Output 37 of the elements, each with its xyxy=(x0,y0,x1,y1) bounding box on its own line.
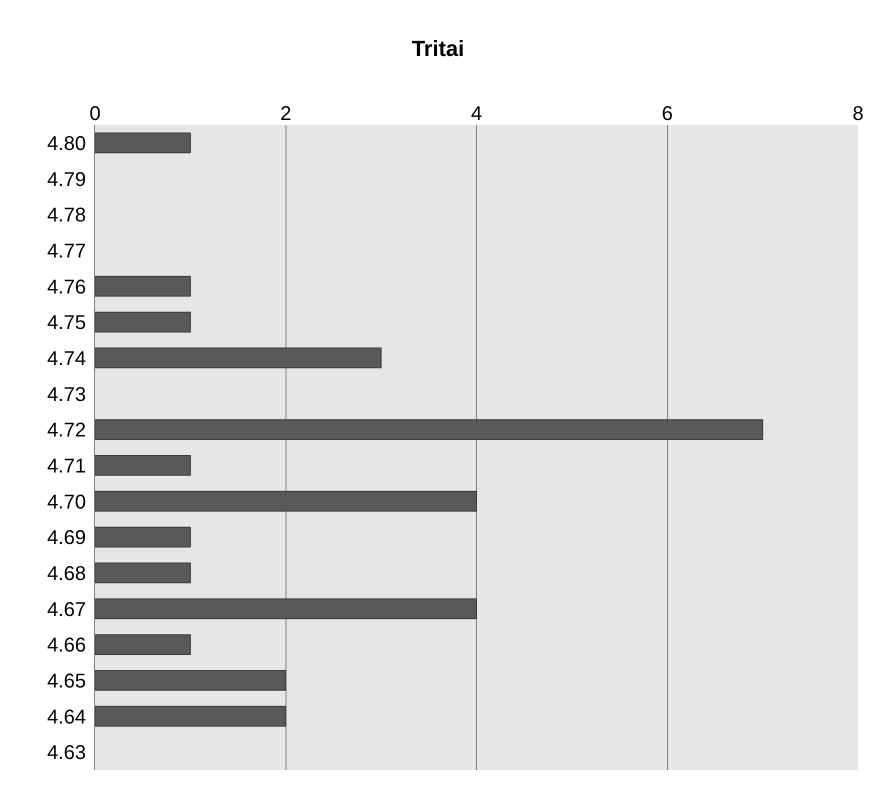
y-tick-label: 4.66 xyxy=(47,634,86,657)
y-tick-label: 4.77 xyxy=(47,240,86,262)
bar xyxy=(95,419,764,440)
bar xyxy=(95,706,286,727)
y-tick-label: 4.68 xyxy=(47,562,86,585)
y-tick-label: 4.67 xyxy=(47,598,86,621)
bar xyxy=(95,276,191,297)
y-tick-label: 4.78 xyxy=(47,204,86,227)
x-tick-label: 2 xyxy=(280,103,292,125)
y-tick-label: 4.73 xyxy=(47,384,86,406)
bar xyxy=(95,598,477,620)
y-tick-label: 4.71 xyxy=(47,455,86,478)
x-tick-label: 8 xyxy=(852,103,864,125)
bar xyxy=(95,132,191,154)
y-tick-label: 4.64 xyxy=(47,706,86,728)
y-tick-label: 4.70 xyxy=(47,491,86,514)
x-tick-label: 0 xyxy=(89,103,101,125)
chart-title: Tritai xyxy=(412,36,464,62)
bar xyxy=(95,455,191,476)
y-tick-label: 4.69 xyxy=(47,527,86,550)
y-tick-label: 4.63 xyxy=(47,742,86,764)
bar xyxy=(95,562,191,584)
bar xyxy=(95,634,191,655)
bar xyxy=(95,490,477,512)
y-tick-label: 4.75 xyxy=(47,312,86,334)
bar xyxy=(95,670,286,691)
y-tick-label: 4.80 xyxy=(47,132,86,155)
x-tick-label: 6 xyxy=(662,103,673,125)
y-tick-label: 4.72 xyxy=(47,420,86,442)
y-tick-label: 4.65 xyxy=(47,670,86,692)
x-tick-label: 4 xyxy=(470,103,482,125)
y-tick-label: 4.79 xyxy=(47,168,86,191)
bar xyxy=(95,526,191,548)
bar xyxy=(95,348,382,368)
y-tick-label: 4.74 xyxy=(47,348,86,370)
y-tick-label: 4.76 xyxy=(47,276,86,298)
bar xyxy=(95,312,191,332)
